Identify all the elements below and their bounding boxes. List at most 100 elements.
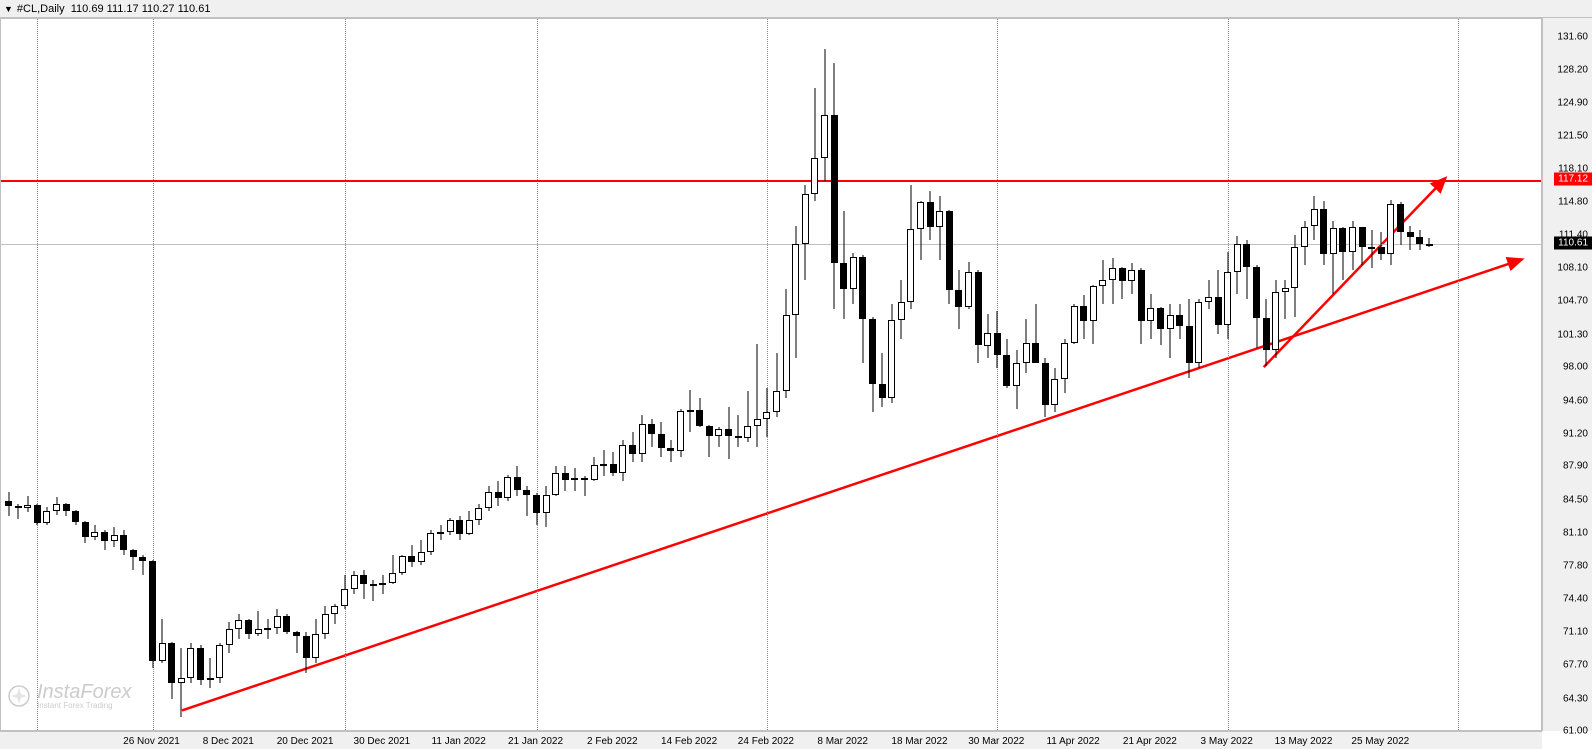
y-tick-label: 114.80: [1558, 196, 1588, 207]
candle: [927, 19, 934, 732]
candle: [763, 19, 770, 732]
candle: [581, 19, 588, 732]
candle: [571, 19, 578, 732]
candle: [312, 19, 319, 732]
candle: [1291, 19, 1298, 732]
y-tick-label: 108.10: [1557, 262, 1588, 273]
x-axis: 26 Nov 20218 Dec 202120 Dec 202130 Dec 2…: [0, 731, 1542, 749]
candle: [399, 19, 406, 732]
candle: [1282, 19, 1289, 732]
candle: [907, 19, 914, 732]
candle: [859, 19, 866, 732]
y-tick-label: 81.10: [1563, 528, 1588, 539]
candle: [1205, 19, 1212, 732]
candle: [1157, 19, 1164, 732]
grid-vertical-line: [1458, 19, 1459, 730]
candle: [629, 19, 636, 732]
candle: [1272, 19, 1279, 732]
candle: [687, 19, 694, 732]
candle: [1301, 19, 1308, 732]
candle: [735, 19, 742, 732]
candle: [24, 19, 31, 732]
candle: [1099, 19, 1106, 732]
candle: [1013, 19, 1020, 732]
candle: [456, 19, 463, 732]
candle: [351, 19, 358, 732]
x-tick-label: 8 Dec 2021: [203, 736, 254, 747]
candle: [408, 19, 415, 732]
candle: [1080, 19, 1087, 732]
y-tick-label: 61.00: [1563, 726, 1588, 737]
candle: [1138, 19, 1145, 732]
candle: [159, 19, 166, 732]
candle: [341, 19, 348, 732]
dropdown-arrow-icon[interactable]: ▼: [4, 4, 13, 14]
chart-header: ▼ #CL, Daily 110.69 111.17 110.27 110.61: [0, 0, 1592, 18]
candle: [639, 19, 646, 732]
candle: [82, 19, 89, 732]
resistance-price-label: 117.12: [1554, 173, 1592, 186]
candle: [1359, 19, 1366, 732]
x-tick-label: 11 Jan 2022: [432, 736, 486, 747]
candle: [43, 19, 50, 732]
candle: [562, 19, 569, 732]
x-tick-label: 18 Mar 2022: [891, 736, 947, 747]
candle: [1061, 19, 1068, 732]
candle: [245, 19, 252, 732]
candle: [379, 19, 386, 732]
y-tick-label: 64.30: [1563, 693, 1588, 704]
candle: [1224, 19, 1231, 732]
candle: [274, 19, 281, 732]
candle: [264, 19, 271, 732]
candle: [706, 19, 713, 732]
candle: [552, 19, 559, 732]
candle: [130, 19, 137, 732]
candle: [331, 19, 338, 732]
candle: [139, 19, 146, 732]
candle: [754, 19, 761, 732]
candle: [197, 19, 204, 732]
candle: [965, 19, 972, 732]
y-tick-label: 74.40: [1563, 594, 1588, 605]
candle: [831, 19, 838, 732]
candle: [178, 19, 185, 732]
candle: [255, 19, 262, 732]
candle: [744, 19, 751, 732]
candle: [1349, 19, 1356, 732]
plot-area[interactable]: InstaForex Instant Forex Trading: [0, 18, 1542, 731]
y-tick-label: 67.70: [1563, 660, 1588, 671]
x-tick-label: 30 Mar 2022: [968, 736, 1024, 747]
candle: [63, 19, 70, 732]
candle: [975, 19, 982, 732]
candle: [600, 19, 607, 732]
candle: [667, 19, 674, 732]
candle: [235, 19, 242, 732]
candle: [936, 19, 943, 732]
current-price-label: 110.61: [1554, 237, 1592, 250]
candle: [946, 19, 953, 732]
candle: [283, 19, 290, 732]
y-tick-label: 121.50: [1557, 131, 1588, 142]
candle: [1416, 19, 1423, 732]
candle: [994, 19, 1001, 732]
candle: [5, 19, 12, 732]
candle: [1032, 19, 1039, 732]
candle: [1109, 19, 1116, 732]
candle: [1023, 19, 1030, 732]
y-tick-label: 71.10: [1563, 626, 1588, 637]
candle: [1311, 19, 1318, 732]
x-tick-label: 8 Mar 2022: [817, 736, 868, 747]
candle: [207, 19, 214, 732]
candle: [1243, 19, 1250, 732]
y-tick-label: 128.20: [1557, 65, 1588, 76]
candle: [1320, 19, 1327, 732]
candle: [1397, 19, 1404, 732]
y-axis: 61.0064.3067.7071.1074.4077.8081.1084.50…: [1542, 18, 1592, 731]
candle: [1195, 19, 1202, 732]
candle: [869, 19, 876, 732]
y-tick-label: 104.70: [1557, 296, 1588, 307]
candle: [1042, 19, 1049, 732]
x-tick-label: 11 Apr 2022: [1046, 736, 1099, 747]
candle: [495, 19, 502, 732]
candle: [879, 19, 886, 732]
